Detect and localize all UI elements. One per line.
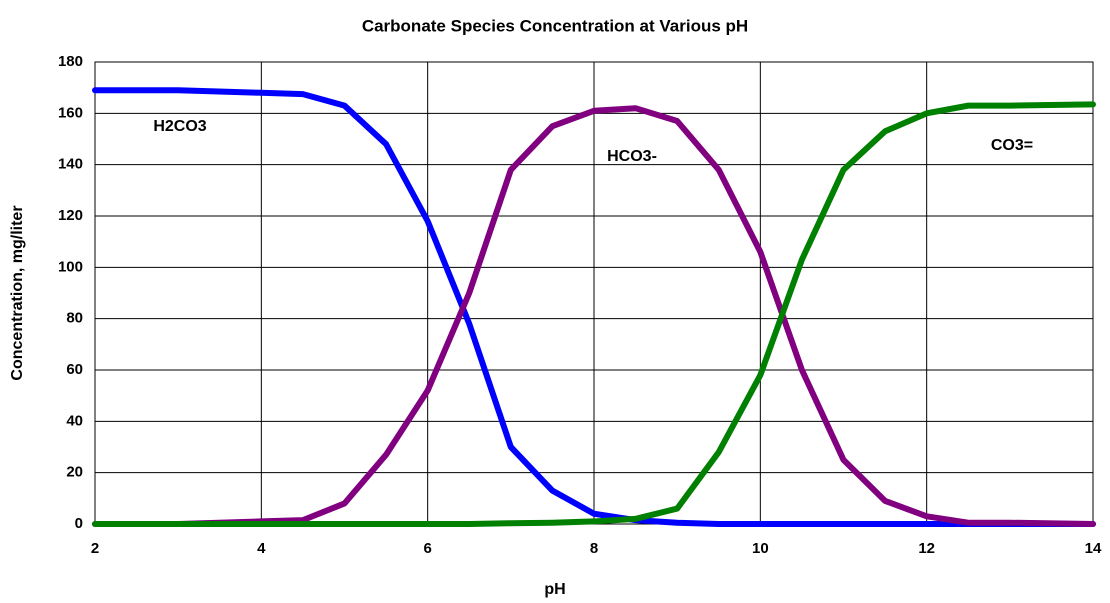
x-tick-label: 6: [423, 540, 431, 557]
y-tick-label: 140: [58, 156, 83, 173]
y-tick-label: 180: [58, 53, 83, 70]
series-label: CO3=: [991, 137, 1033, 154]
y-tick-label: 60: [66, 361, 83, 378]
y-tick-label: 20: [66, 464, 83, 481]
y-tick-label: 0: [75, 515, 83, 532]
series-label: HCO3-: [607, 148, 657, 165]
x-tick-label: 14: [1085, 540, 1102, 557]
x-tick-label: 8: [590, 540, 598, 557]
series-line: [92, 101, 1096, 527]
x-tick-label: 12: [918, 540, 935, 557]
chart-title: Carbonate Species Concentration at Vario…: [362, 16, 748, 35]
y-tick-label: 40: [66, 412, 83, 429]
y-tick-label: 80: [66, 310, 83, 327]
y-axis-label: Concentration, mg/liter: [9, 205, 26, 380]
series-line: [92, 105, 1096, 527]
x-tick-label: 4: [257, 540, 266, 557]
series-label: H2CO3: [153, 118, 206, 135]
x-tick-label: 10: [752, 540, 769, 557]
x-axis-label: pH: [544, 581, 565, 598]
y-tick-label: 160: [58, 104, 83, 121]
y-tick-label: 120: [58, 207, 83, 224]
y-tick-label: 100: [58, 258, 83, 275]
series-line: [92, 87, 1096, 527]
x-tick-label: 2: [91, 540, 99, 557]
